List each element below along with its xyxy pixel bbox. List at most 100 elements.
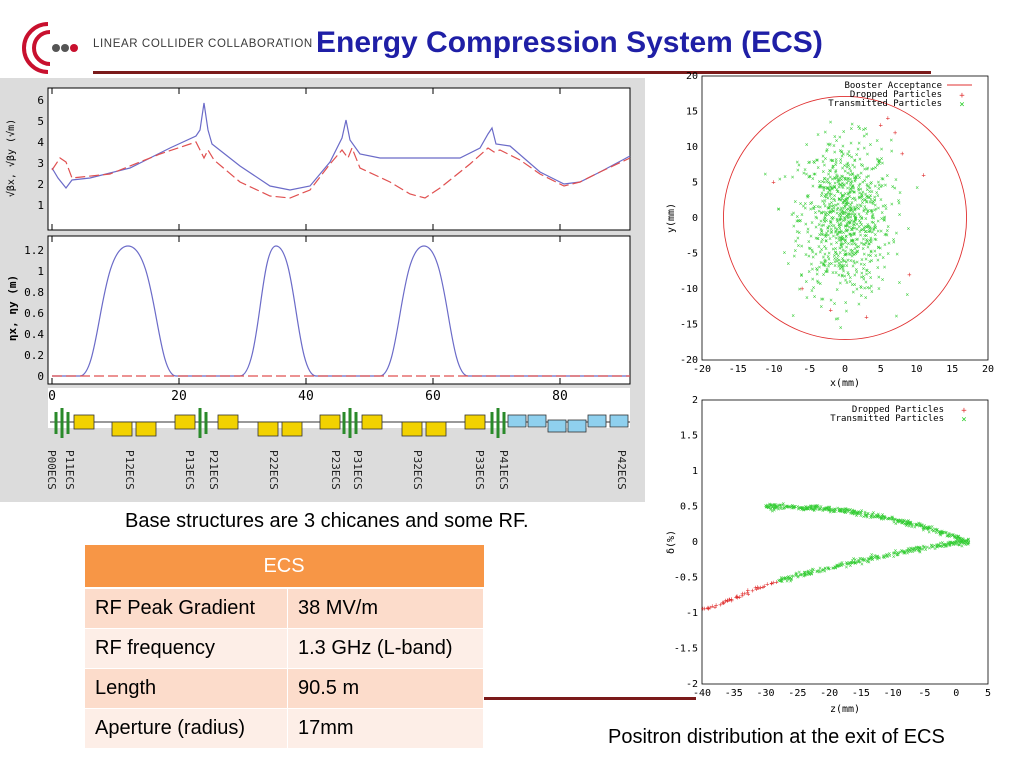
- transmitted-point: ×: [780, 578, 784, 585]
- transmitted-point: ×: [829, 174, 833, 181]
- transmitted-point: ×: [836, 173, 840, 180]
- transmitted-point: ×: [864, 240, 868, 247]
- transmitted-point: ×: [845, 197, 849, 204]
- transmitted-point: ×: [821, 159, 825, 166]
- transmitted-point: ×: [802, 573, 806, 580]
- transmitted-point: ×: [839, 230, 843, 237]
- transmitted-point: ×: [787, 574, 791, 581]
- transmitted-point: ×: [827, 205, 831, 212]
- transmitted-point: ×: [817, 507, 821, 514]
- transmitted-point: ×: [837, 257, 841, 264]
- transmitted-point: ×: [860, 270, 864, 277]
- transmitted-point: ×: [860, 507, 864, 514]
- element-beamline: [50, 408, 630, 438]
- transmitted-point: ×: [862, 208, 866, 215]
- transmitted-point: ×: [824, 214, 828, 221]
- transmitted-point: ×: [790, 575, 794, 582]
- transmitted-point: ×: [804, 504, 808, 511]
- transmitted-point: ×: [877, 159, 881, 166]
- transmitted-point: ×: [823, 184, 827, 191]
- transmitted-point: ×: [843, 273, 847, 280]
- transmitted-point: ×: [922, 525, 926, 532]
- transmitted-point: ×: [821, 506, 825, 513]
- transmitted-point: ×: [892, 237, 896, 244]
- transmitted-point: ×: [831, 216, 835, 223]
- transmitted-point: ×: [826, 176, 830, 183]
- transmitted-point: ×: [849, 176, 853, 183]
- transmitted-point: ×: [832, 565, 836, 572]
- eta-tick: 0: [37, 370, 44, 383]
- transmitted-point: ×: [955, 534, 959, 541]
- transmitted-point: ×: [823, 506, 827, 513]
- transmitted-point: ×: [840, 263, 844, 270]
- transmitted-point: ×: [777, 502, 781, 509]
- transmitted-point: ×: [791, 174, 795, 181]
- transmitted-point: ×: [823, 568, 827, 575]
- beta-tick: 1: [37, 199, 44, 212]
- transmitted-point: ×: [877, 244, 881, 251]
- transmitted-point: ×: [869, 239, 873, 246]
- transmitted-point: ×: [901, 517, 905, 524]
- transmitted-point: ×: [859, 512, 863, 519]
- dropped-point: +: [755, 584, 759, 592]
- transmitted-point: ×: [820, 228, 824, 235]
- transmitted-point: ×: [877, 179, 881, 186]
- transmitted-point: ×: [850, 185, 854, 192]
- transmitted-point: ×: [813, 294, 817, 301]
- transmitted-point: ×: [924, 547, 928, 554]
- transmitted-point: ×: [788, 504, 792, 511]
- transmitted-point: ×: [860, 284, 864, 291]
- transmitted-point: ×: [935, 527, 939, 534]
- transmitted-point: ×: [844, 209, 848, 216]
- transmitted-point: ×: [848, 274, 852, 281]
- transmitted-point: ×: [845, 507, 849, 514]
- transmitted-point: ×: [850, 238, 854, 245]
- transmitted-point: ×: [862, 276, 866, 283]
- transmitted-point: ×: [801, 506, 805, 513]
- transmitted-point: ×: [811, 183, 815, 190]
- transmitted-point: ×: [860, 194, 864, 201]
- transmitted-point: ×: [836, 178, 840, 185]
- xy-xlabel: x(mm): [830, 378, 860, 389]
- transmitted-point: ×: [868, 556, 872, 563]
- transmitted-point: ×: [838, 216, 842, 223]
- zd-points: ×××××××××××××××××××××××× ××× ×××××× ×××××××…: [701, 501, 971, 614]
- transmitted-point: ×: [764, 503, 768, 510]
- transmitted-point: ×: [838, 177, 842, 184]
- transmitted-point: ×: [838, 134, 842, 141]
- transmitted-point: ×: [848, 560, 852, 567]
- transmitted-point: ×: [906, 518, 910, 525]
- transmitted-point: ×: [850, 238, 854, 245]
- dropped-point: +: [723, 597, 727, 605]
- transmitted-point: ×: [820, 246, 824, 253]
- element-label: P13ECS: [183, 450, 196, 490]
- transmitted-point: ×: [799, 505, 803, 512]
- dropped-point: +: [864, 313, 868, 321]
- transmitted-point: ×: [842, 200, 846, 207]
- transmitted-point: ×: [891, 550, 895, 557]
- transmitted-point: ×: [834, 565, 838, 572]
- transmitted-point: ×: [870, 208, 874, 215]
- transmitted-point: ×: [851, 263, 855, 270]
- transmitted-point: ×: [834, 235, 838, 242]
- transmitted-point: ×: [877, 244, 881, 251]
- transmitted-point: ×: [896, 552, 900, 559]
- transmitted-point: ×: [809, 201, 813, 208]
- transmitted-point: ×: [821, 296, 825, 303]
- transmitted-point: ×: [839, 207, 843, 214]
- transmitted-point: ×: [866, 194, 870, 201]
- transmitted-point: ×: [932, 527, 936, 534]
- transmitted-point: ×: [843, 203, 847, 210]
- transmitted-point: ×: [881, 512, 885, 519]
- transmitted-point: ×: [853, 212, 857, 219]
- transmitted-point: ×: [858, 181, 862, 188]
- transmitted-point: ×: [847, 507, 851, 514]
- dropped-point: +: [718, 601, 722, 609]
- transmitted-point: ×: [828, 218, 832, 225]
- transmitted-point: ×: [833, 184, 837, 191]
- transmitted-point: ×: [812, 158, 816, 165]
- transmitted-point: ×: [874, 236, 878, 243]
- zd-legend: Dropped Particles + Transmitted Particle…: [830, 405, 967, 425]
- transmitted-point: ×: [822, 262, 826, 269]
- xy-dropped-points: ++++++++++: [771, 115, 925, 322]
